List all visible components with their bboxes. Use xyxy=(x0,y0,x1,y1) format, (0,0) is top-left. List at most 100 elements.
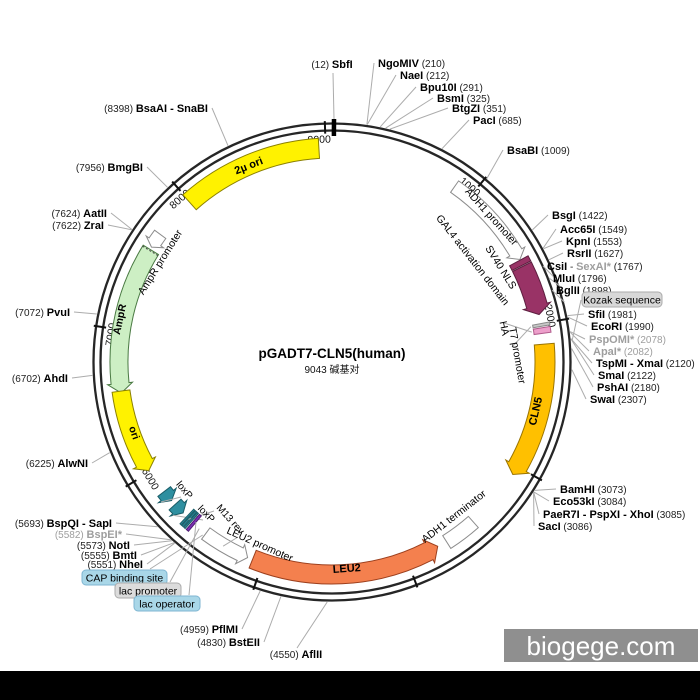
feature-callout-ha-tag xyxy=(503,322,532,333)
enzyme-label-piece: BsmI xyxy=(437,93,464,105)
enzyme-callout-zrai xyxy=(107,224,132,231)
enzyme-label-piece: (4830) xyxy=(197,638,229,649)
feature-2u-ori xyxy=(182,137,321,211)
scale-tick-6000 xyxy=(125,479,137,488)
feature-loxp-2 xyxy=(168,498,188,518)
enzyme-label-noti: (5573) NotI xyxy=(77,540,130,552)
enzyme-label-piece: (3073) xyxy=(595,485,627,496)
enzyme-label-piece: (2120) xyxy=(663,359,695,370)
enzyme-label-ngomiv: NgoMIV (210) xyxy=(378,58,445,70)
enzyme-callout-bspqi-sapi xyxy=(115,522,158,528)
enzyme-label-piece: (1553) xyxy=(590,237,622,248)
enzyme-label-paci: PacI (685) xyxy=(473,115,522,127)
enzyme-label-piece: (3084) xyxy=(595,497,627,508)
feature-label-t7-promoter: T7 promoter xyxy=(506,326,528,385)
enzyme-label-kpni: KpnI (1553) xyxy=(566,236,622,248)
enzyme-callout-ngomiv xyxy=(366,62,375,125)
enzyme-callout-naei xyxy=(366,74,397,125)
enzyme-callout-eco53ki xyxy=(533,491,550,502)
boxed-label-bg-lac-operator xyxy=(133,595,201,612)
enzyme-label-sfii: SfiI (1981) xyxy=(588,309,637,321)
enzyme-callout-bpu10i xyxy=(379,86,417,128)
enzyme-label-piece: SbfI xyxy=(332,59,353,71)
scale-tick-1000 xyxy=(477,176,488,188)
enzyme-label-piece: (1990) xyxy=(622,322,654,333)
enzyme-label-aflii: (4550) AflII xyxy=(270,649,322,661)
feature-ampr-promoter xyxy=(144,229,167,249)
enzyme-callout-tspmi-xmai xyxy=(570,338,593,364)
enzyme-label-piece: (6702) xyxy=(12,374,44,385)
enzyme-label-piece: (2307) xyxy=(615,395,647,406)
enzyme-callout-ahdi xyxy=(71,374,93,379)
enzyme-callout-btgzi xyxy=(389,107,449,130)
enzyme-label-piece: (5693) xyxy=(15,519,47,530)
enzyme-label-piece: (685) xyxy=(496,116,522,127)
feature-callout-loxp-1 xyxy=(160,496,182,503)
enzyme-label-piece: SwaI xyxy=(590,394,615,406)
feature-adh1-promoter xyxy=(449,180,526,261)
enzyme-label-piece: SfiI xyxy=(588,309,605,321)
plasmid-size-label: 9043 碱基对 xyxy=(304,363,359,376)
enzyme-callout-bmgbi xyxy=(146,166,168,188)
enzyme-callout-paci xyxy=(441,119,470,150)
enzyme-label-piece: (5582) xyxy=(55,530,87,541)
enzyme-label-piece: NgoMIV xyxy=(378,58,420,70)
enzyme-callout-bamhi xyxy=(534,488,557,491)
scale-tick-8000 xyxy=(171,180,182,192)
enzyme-label-csii-sexai: CsiI - SexAI* (1767) xyxy=(547,261,643,273)
enzyme-label-piece: (1981) xyxy=(605,310,637,321)
feature-label-leu2: LEU2 xyxy=(332,562,361,576)
enzyme-callout-bsgi xyxy=(532,214,549,231)
feature-misc-purple-bar xyxy=(185,513,203,533)
enzyme-label-piece: EcoRI xyxy=(591,321,622,333)
enzyme-label-tspmi-xmai: TspMI - XmaI (2120) xyxy=(596,358,695,370)
enzyme-label-piece: (1549) xyxy=(595,225,627,236)
boxed-callout-lac-operator xyxy=(188,521,197,596)
enzyme-label-pvui: (7072) PvuI xyxy=(15,307,70,319)
enzyme-label-piece: (1767) xyxy=(611,262,643,273)
enzyme-label-piece: (1009) xyxy=(538,146,570,157)
generated-under-layer: 100020003000400050006000700080009000 xyxy=(71,62,595,649)
enzyme-label-piece: (5551) xyxy=(87,560,119,571)
scale-tick-5000 xyxy=(252,577,259,591)
enzyme-label-sbfi: (12) SbfI xyxy=(311,59,352,71)
enzyme-label-swai: SwaI (2307) xyxy=(590,394,647,406)
enzyme-label-ecori: EcoRI (1990) xyxy=(591,321,654,333)
enzyme-label-piece: BspEI* xyxy=(87,529,123,541)
scale-tick-7000 xyxy=(93,324,107,329)
enzyme-label-piece: BsaBI xyxy=(507,145,538,157)
enzyme-label-piece: (291) xyxy=(457,83,483,94)
enzyme-label-mlui: MluI (1796) xyxy=(553,273,607,285)
feature-callout-t7-promoter xyxy=(511,326,532,348)
feature-label-loxp-2: loxP xyxy=(195,503,217,525)
enzyme-label-piece: PspOMI* xyxy=(589,334,635,346)
enzyme-label-piece: (2082) xyxy=(621,347,653,358)
enzyme-label-piece: AlwNI xyxy=(57,458,88,470)
enzyme-label-piece: PshAI xyxy=(597,382,628,394)
enzyme-callout-sbfi xyxy=(332,72,335,120)
enzyme-callout-bsaai-snabi xyxy=(211,107,229,146)
feature-ha-tag xyxy=(532,325,552,336)
enzyme-label-piece: (8398) xyxy=(104,104,136,115)
enzyme-label-bsgi: BsgI (1422) xyxy=(552,210,608,222)
enzyme-label-piece: NheI xyxy=(119,559,143,571)
enzyme-callout-sfii xyxy=(567,313,585,317)
enzyme-label-piece: PaeR7I - PspXI - XhoI xyxy=(543,509,654,521)
enzyme-label-piece: Acc65I xyxy=(560,224,595,236)
enzyme-callout-ecori xyxy=(567,316,588,327)
enzyme-callout-pspomi xyxy=(569,331,586,340)
enzyme-callout-aflii xyxy=(296,601,328,649)
enzyme-label-piece: (7956) xyxy=(76,163,108,174)
enzyme-label-piece: PflMI xyxy=(212,624,238,636)
enzyme-label-piece: (7072) xyxy=(15,308,47,319)
enzyme-label-bmgbi: (7956) BmgBI xyxy=(76,162,143,174)
enzyme-callout-bsabi xyxy=(486,149,504,179)
enzyme-label-piece: AflII xyxy=(301,649,322,661)
enzyme-label-piece: RsrII xyxy=(567,248,591,260)
enzyme-label-piece: AhdI xyxy=(44,373,68,385)
enzyme-label-piece: BsaAI - SnaBI xyxy=(136,103,208,115)
enzyme-label-piece: (4550) xyxy=(270,650,302,661)
enzyme-label-piece: (210) xyxy=(419,59,445,70)
enzyme-label-piece: (212) xyxy=(423,71,449,82)
